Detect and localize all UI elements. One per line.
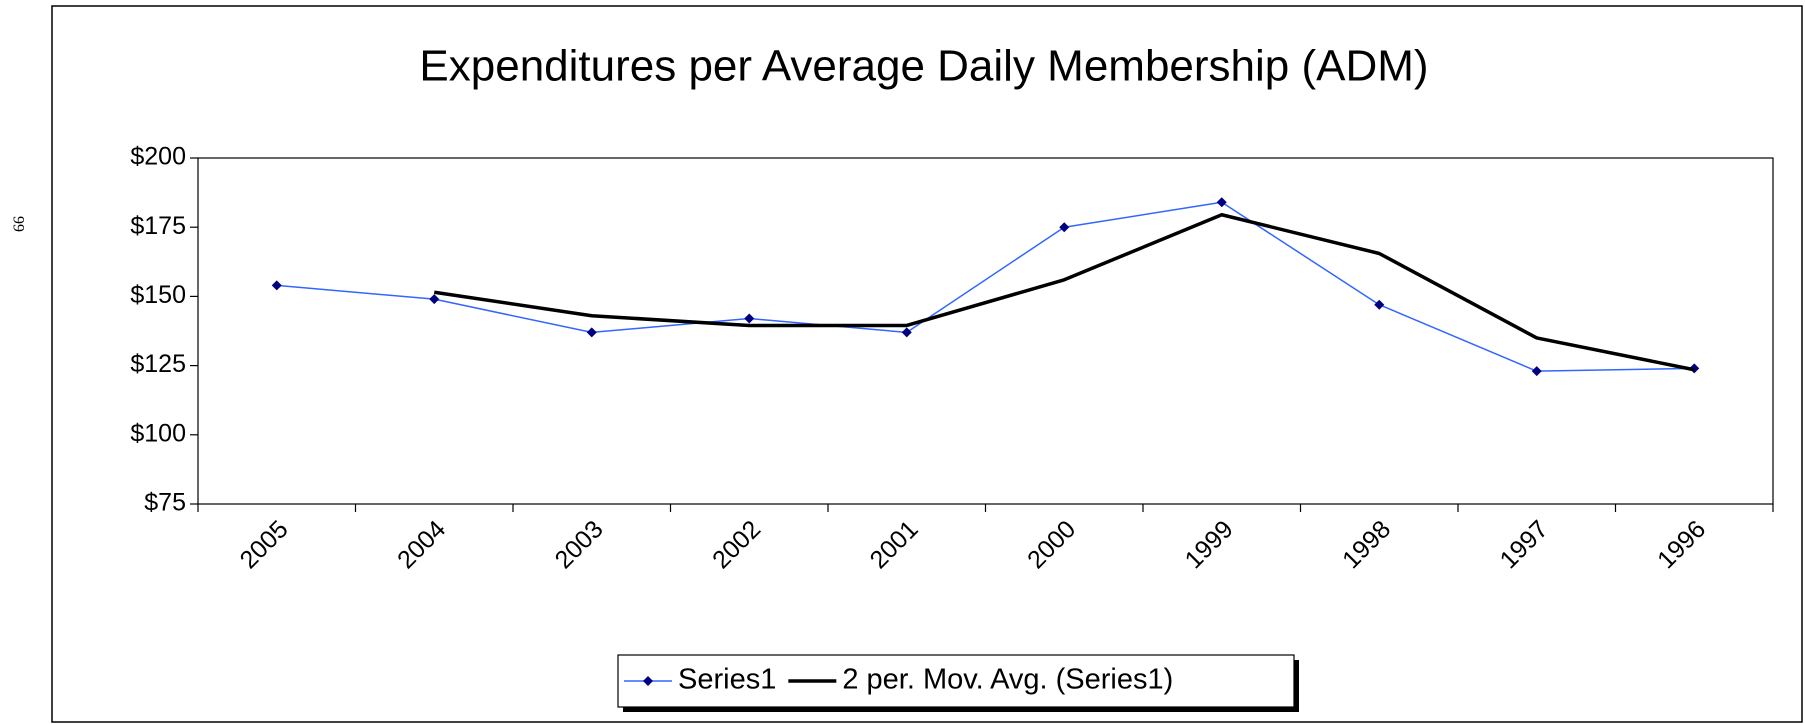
series-line	[276, 201, 1695, 372]
legend	[617, 654, 1295, 708]
page-number: 99	[9, 216, 26, 232]
data-point	[586, 327, 597, 338]
y-tick-label: $150	[130, 281, 186, 309]
data-point	[901, 327, 912, 338]
series-line	[433, 212, 1695, 372]
chart-title: Expenditures per Average Daily Membershi…	[419, 42, 1428, 91]
y-tick-label: $75	[144, 489, 186, 517]
chart-border	[51, 5, 1803, 723]
legend-marker	[643, 676, 653, 686]
data-point	[1216, 197, 1227, 208]
data-point	[744, 313, 755, 324]
data-point	[271, 280, 282, 291]
legend-label: 2 per. Mov. Avg. (Series1)	[842, 664, 1173, 696]
y-tick-label: $175	[130, 212, 186, 240]
data-point	[1059, 222, 1070, 233]
data-point	[1531, 366, 1542, 377]
y-tick-label: $200	[130, 143, 186, 171]
data-point	[1374, 299, 1385, 310]
legend-label: Series1	[678, 664, 776, 696]
y-tick-label: $100	[130, 419, 186, 447]
data-point	[429, 294, 440, 305]
y-tick-label: $125	[130, 350, 186, 378]
